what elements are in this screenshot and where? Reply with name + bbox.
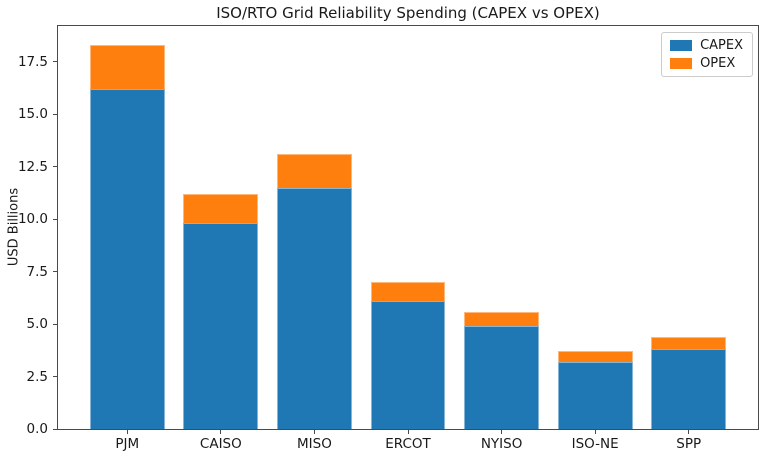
bar-segment-opex-miso	[276, 154, 352, 188]
x-tick-label-spp: SPP	[676, 436, 702, 452]
bar-segment-capex-spp	[651, 349, 727, 429]
y-tick-label: 15.0	[17, 106, 48, 123]
x-tick-mark	[220, 430, 222, 434]
y-tick-label: 12.5	[17, 158, 48, 175]
legend-entry-opex: OPEX	[670, 57, 743, 70]
plot-area: CAPEX OPEX 0.0 2.5 5.0 7.5 10.0 12.5 15.0 17.5 PJ…	[18, 25, 759, 452]
bar-miso	[276, 26, 352, 429]
x-tick-label-nyiso: NYISO	[480, 436, 523, 452]
x-tick-label-caiso: CAISO	[199, 436, 242, 452]
x-tick-label-iso-ne: ISO-NE	[571, 436, 619, 452]
y-tick-mark	[53, 323, 57, 325]
bar-segment-opex-pjm	[89, 45, 165, 90]
x-tick-mark	[126, 430, 128, 434]
y-tick-label: 0.0	[26, 421, 48, 437]
legend-entry-capex: CAPEX	[670, 39, 743, 52]
legend: CAPEX OPEX	[661, 32, 753, 77]
bar-segment-capex-miso	[276, 187, 352, 429]
bar-segment-capex-pjm	[89, 89, 165, 429]
y-tick-label: 7.5	[26, 263, 48, 280]
y-tick-label: 2.5	[26, 368, 48, 385]
x-tick-mark	[501, 430, 503, 434]
bar-pjm	[89, 26, 165, 429]
bar-ercot	[370, 26, 446, 429]
x-tick-label-pjm: PJM	[115, 436, 140, 452]
bar-segment-opex-nyiso	[464, 311, 539, 327]
y-tick-mark	[53, 113, 57, 115]
x-tick-mark	[313, 430, 315, 434]
y-tick-mark	[53, 271, 57, 273]
bar-segment-capex-iso-ne	[557, 361, 633, 429]
bar-spp	[651, 26, 727, 429]
bar-segment-opex-ercot	[370, 282, 446, 302]
legend-label-capex: CAPEX	[700, 38, 743, 53]
bar-segment-capex-nyiso	[464, 326, 539, 429]
y-tick-mark	[53, 428, 57, 430]
bar-segment-capex-caiso	[183, 223, 259, 429]
y-tick-mark	[53, 218, 57, 220]
bar-segment-opex-caiso	[183, 194, 259, 224]
chart-title: ISO/RTO Grid Reliability Spending (CAPEX…	[216, 4, 600, 22]
bar-nyiso	[464, 26, 539, 429]
legend-swatch-opex	[670, 58, 693, 69]
bar-segment-opex-iso-ne	[557, 351, 633, 362]
x-tick-mark	[407, 430, 409, 434]
y-tick-mark	[53, 61, 57, 63]
y-tick-label: 5.0	[26, 316, 48, 333]
bar-segment-opex-spp	[651, 336, 727, 350]
y-tick-mark	[53, 166, 57, 168]
x-tick-label-miso: MISO	[296, 436, 332, 452]
legend-label-opex: OPEX	[700, 56, 736, 71]
x-tick-mark	[688, 430, 690, 434]
y-tick-label: 10.0	[17, 211, 48, 228]
y-tick-mark	[53, 376, 57, 378]
bar-caiso	[183, 26, 259, 429]
y-tick-label: 17.5	[17, 53, 48, 70]
x-tick-label-ercot: ERCOT	[385, 436, 431, 452]
bar-iso-ne	[557, 26, 633, 429]
legend-swatch-capex	[670, 40, 693, 51]
bar-segment-capex-ercot	[370, 301, 446, 429]
x-tick-mark	[594, 430, 596, 434]
